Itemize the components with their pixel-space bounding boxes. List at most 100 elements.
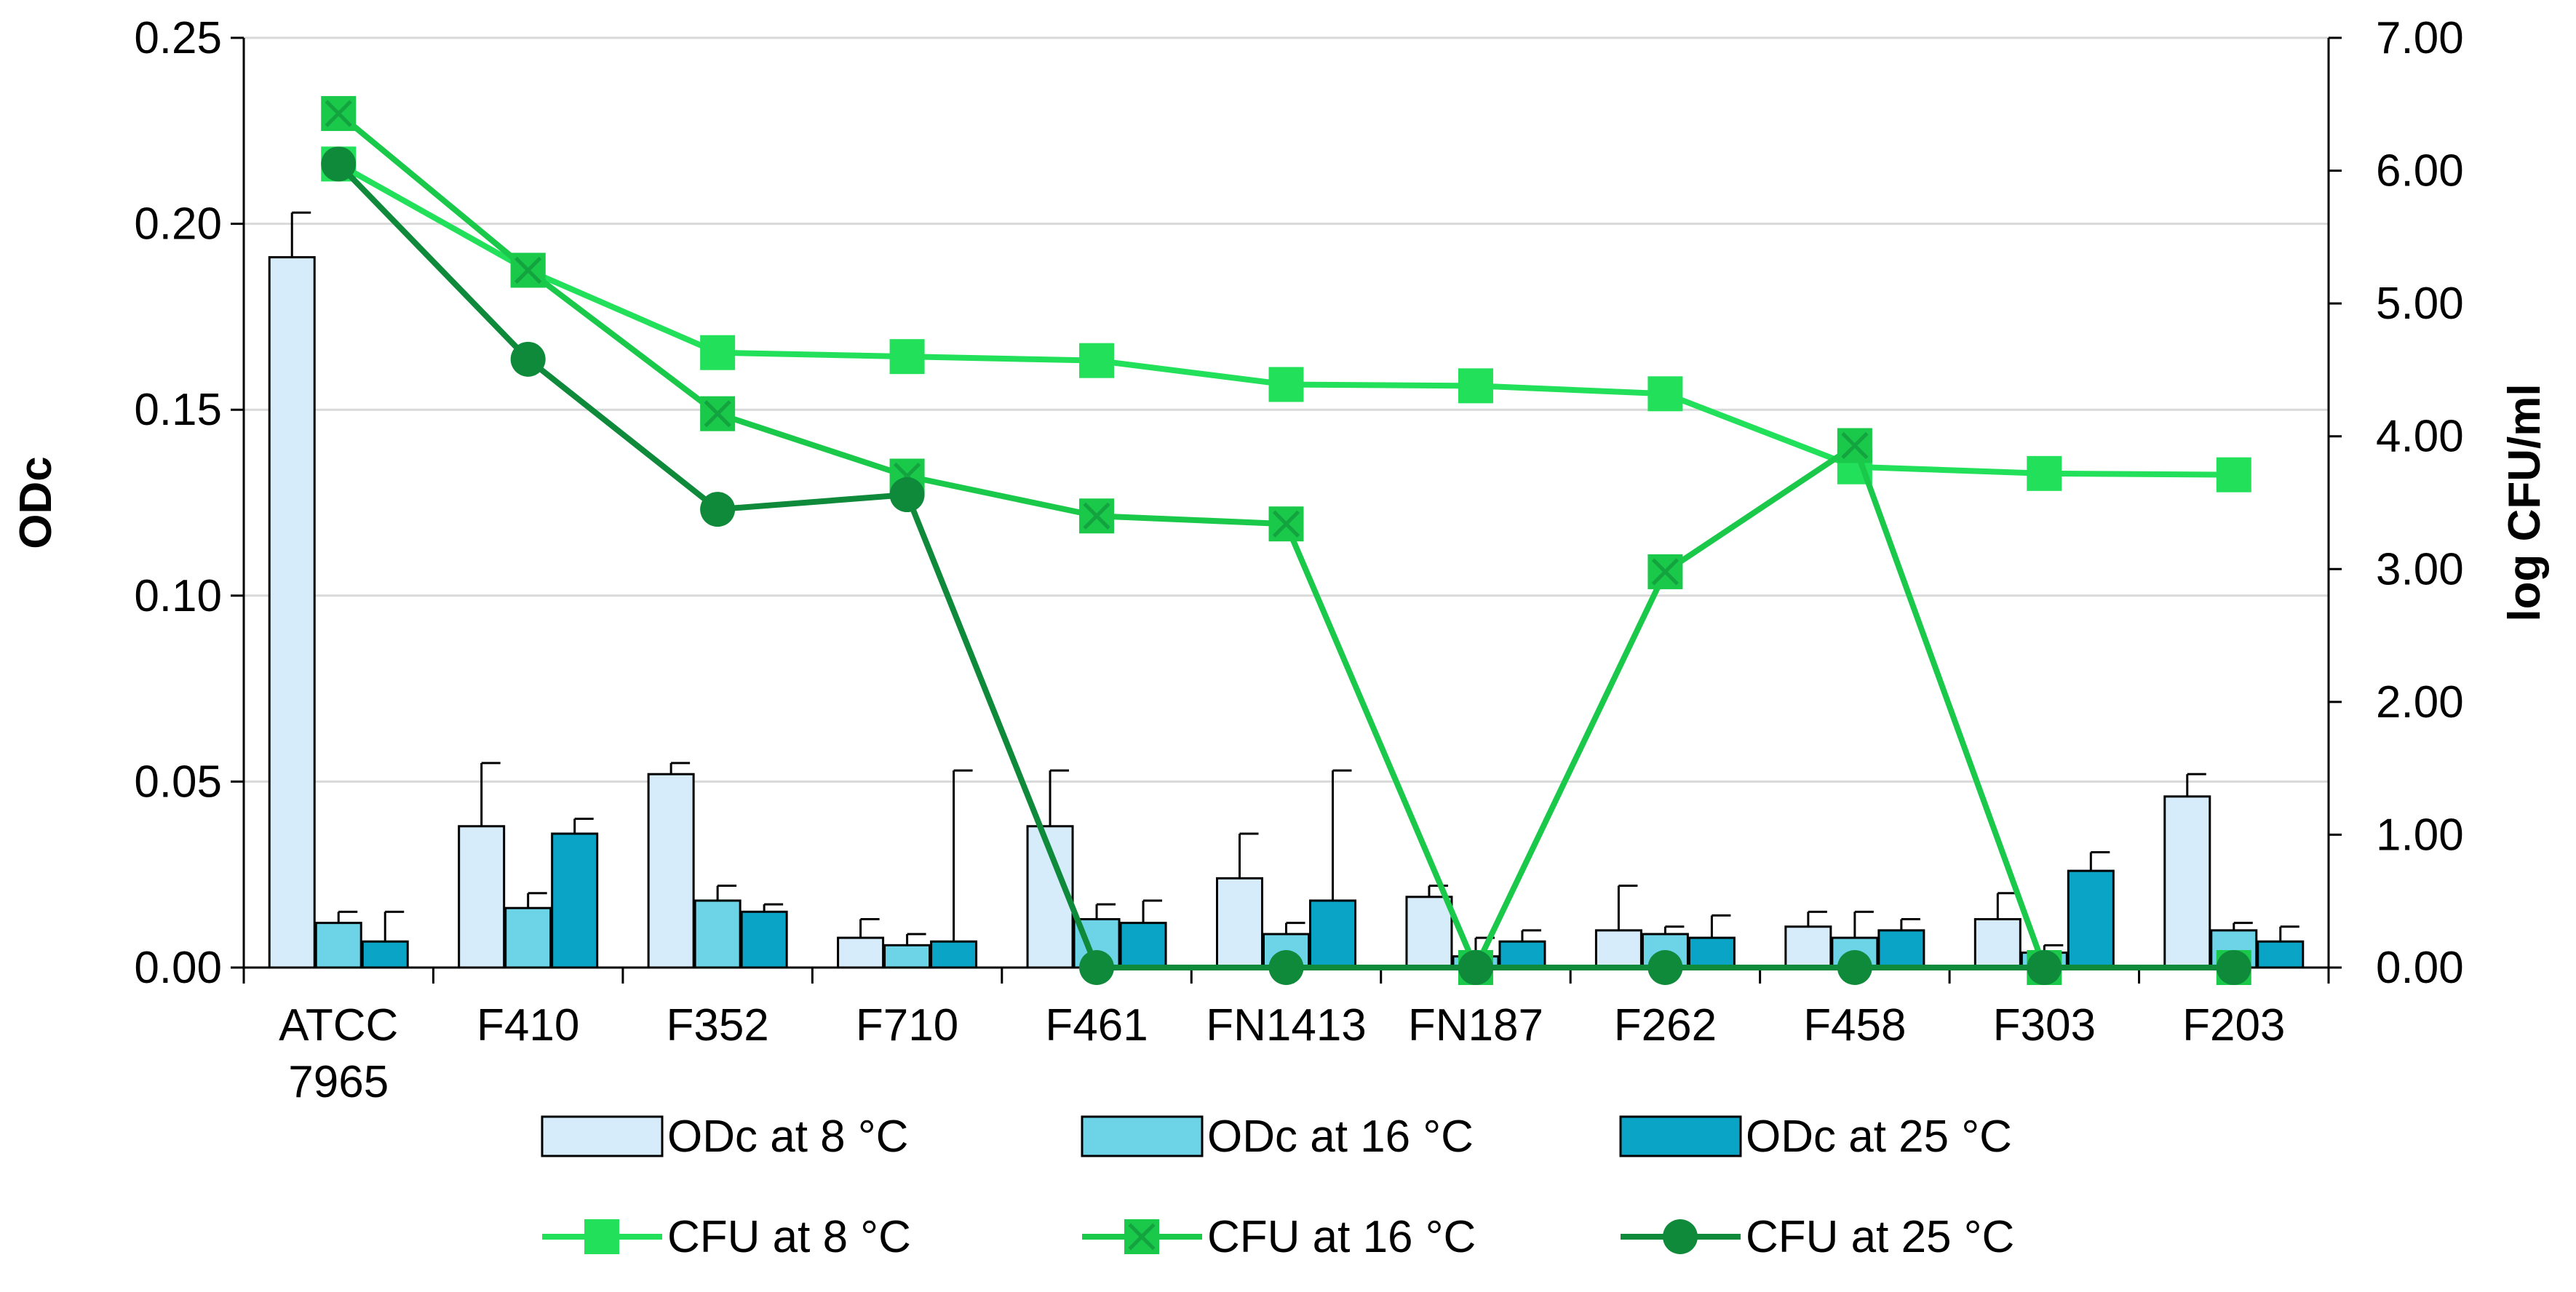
- category-labels-group: ATCC 7965 F410 F352 F710 F461 FN1413 FN187 F262 F…: [279, 1000, 2285, 1107]
- cross-stroke: [1651, 558, 1679, 586]
- bar: [314, 922, 362, 969]
- line-point-cross: [1083, 502, 1110, 530]
- cross-stroke: [1128, 1223, 1156, 1251]
- x-category-label: F710: [856, 1000, 958, 1050]
- line-point: [1458, 950, 1493, 985]
- x-category-label-line: F203: [2182, 1000, 2285, 1050]
- y2-tick-label: 6.00: [2376, 146, 2464, 196]
- cross-stroke: [514, 256, 542, 284]
- line-point: [700, 492, 736, 527]
- legend-swatch: [1081, 1115, 1204, 1157]
- y2-tick-label: 7.00: [2376, 13, 2464, 63]
- x-category-label: F352: [666, 1000, 768, 1050]
- line-point: [700, 335, 736, 370]
- bar: [693, 899, 742, 969]
- cross-stroke: [704, 400, 731, 428]
- line-point: [1458, 368, 1493, 404]
- bar: [1877, 929, 1925, 969]
- line-point-cross: [325, 100, 352, 127]
- legend: ODc at 8 °C ODc at 16 °C ODc at 25 °C CFU a…: [541, 1112, 2014, 1262]
- y-tick-label: 0.10: [134, 571, 222, 621]
- x-category-label: F458: [1803, 1000, 1906, 1050]
- line-point: [1647, 376, 1683, 412]
- y2-tick-label: 4.00: [2376, 412, 2464, 462]
- line-point: [321, 146, 357, 182]
- y2-tick-label: 0.00: [2376, 943, 2464, 993]
- line-point-cross: [704, 400, 731, 428]
- x-category-label: F303: [1993, 1000, 2096, 1050]
- x-category-label: F461: [1045, 1000, 1148, 1050]
- y2-axis-title: log CFU/ml: [2500, 383, 2550, 621]
- line-point: [1647, 950, 1683, 985]
- line-point: [584, 1219, 619, 1254]
- legend-swatch: [541, 1115, 664, 1157]
- bar: [1594, 929, 1642, 969]
- x-category-label-line: F262: [1614, 1000, 1717, 1050]
- x-category-label-line: F458: [1803, 1000, 1906, 1050]
- x-category-label-line: F303: [1993, 1000, 2096, 1050]
- x-category-label: ATCC 7965: [279, 1000, 398, 1107]
- bar: [1973, 918, 2022, 969]
- x-category-label: FN187: [1408, 1000, 1543, 1050]
- error-bars-group: [290, 211, 2299, 957]
- bar: [837, 936, 885, 969]
- bar: [504, 906, 552, 969]
- line-point: [1079, 343, 1115, 378]
- y2-tick-label: 2.00: [2376, 677, 2464, 727]
- line-point: [1268, 950, 1304, 985]
- x-category-label: F203: [2182, 1000, 2285, 1050]
- x-category-label-line: FN1413: [1206, 1000, 1367, 1050]
- bar: [1784, 925, 1832, 969]
- line-point: [889, 339, 925, 375]
- series-line: [336, 162, 2234, 970]
- bar: [2163, 795, 2211, 969]
- legend-label: CFU at 8 °C: [667, 1212, 911, 1262]
- line-point: [510, 341, 546, 377]
- cross-stroke: [1841, 431, 1869, 460]
- bar: [268, 256, 316, 969]
- bar-series-group: [268, 256, 2305, 969]
- bar: [1405, 896, 1453, 969]
- x-category-label-line: F710: [856, 1000, 958, 1050]
- x-category-label-line: ATCC: [279, 1000, 398, 1050]
- bar: [361, 940, 409, 969]
- line-point: [2216, 457, 2251, 493]
- legend-label: CFU at 16 °C: [1207, 1212, 1476, 1262]
- line-point: [1837, 950, 1872, 985]
- bar: [551, 832, 599, 969]
- y2-tick-label: 3.00: [2376, 544, 2464, 594]
- bar: [1216, 877, 1263, 969]
- bar: [1687, 936, 1736, 969]
- cross-stroke: [1083, 502, 1110, 530]
- tick-labels-group: 0.00 0.05 0.10 0.15 0.20 0.25 0.00 1.00 2.00 3.00…: [134, 13, 2463, 993]
- line-point-cross: [1841, 431, 1869, 460]
- y-tick-label: 0.15: [134, 385, 222, 435]
- line-point-cross: [514, 256, 542, 284]
- line-point: [1079, 950, 1115, 985]
- gridlines: [244, 36, 2329, 783]
- x-category-label-line: F461: [1045, 1000, 1148, 1050]
- y-tick-label: 0.25: [134, 13, 222, 63]
- x-category-label: F410: [477, 1000, 579, 1050]
- x-category-label-line: FN187: [1408, 1000, 1543, 1050]
- bar: [1119, 922, 1167, 969]
- bar: [930, 940, 978, 969]
- bar: [647, 773, 695, 969]
- y2-tick-label: 5.00: [2376, 279, 2464, 329]
- x-category-label-line: F410: [477, 1000, 579, 1050]
- bar: [2257, 940, 2305, 969]
- y2-tick-label: 1.00: [2376, 810, 2464, 860]
- line-point: [1268, 367, 1304, 402]
- legend-swatch: [1619, 1115, 1742, 1157]
- bar: [2067, 869, 2115, 969]
- y-axis-title: ODc: [11, 456, 61, 549]
- line-series-group: [321, 96, 2251, 985]
- legend-label: ODc at 25 °C: [1746, 1112, 2012, 1162]
- line-point: [889, 477, 925, 513]
- line-point-cross: [1272, 510, 1300, 538]
- bar: [883, 944, 931, 969]
- line-point: [2027, 950, 2062, 985]
- y-tick-label: 0.00: [134, 943, 222, 993]
- x-category-label: F262: [1614, 1000, 1717, 1050]
